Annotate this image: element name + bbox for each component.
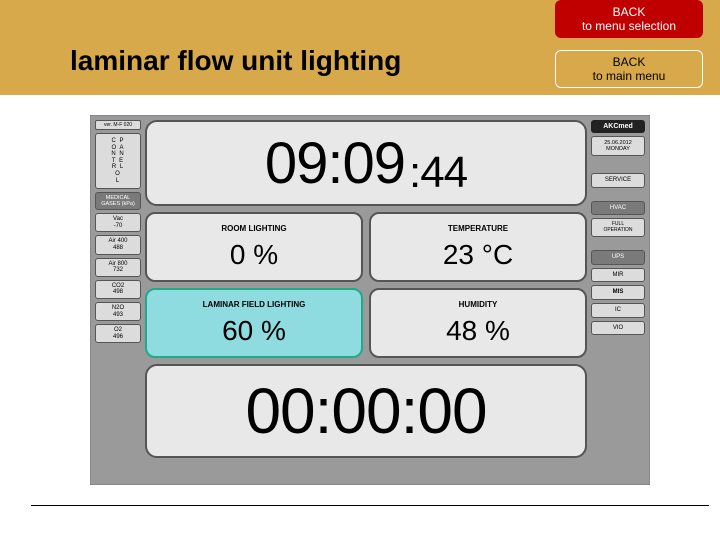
back-main-line1: BACK (556, 55, 702, 69)
room-lighting-title: ROOM LIGHTING (221, 224, 286, 233)
room-lighting-card[interactable]: ROOM LIGHTING 0 % (145, 212, 363, 282)
ups-label: UPS (591, 250, 645, 265)
room-lighting-value: 0 % (230, 239, 278, 271)
timer-value: 00:00:00 (245, 374, 486, 448)
laminar-lighting-value: 60 % (222, 315, 286, 347)
humidity-value: 48 % (446, 315, 510, 347)
page-title: laminar flow unit lighting (70, 45, 401, 76)
gases-header: MEDICAL GASES (kPa) (95, 192, 141, 210)
full-operation-button[interactable]: FULL OPERATION (591, 218, 645, 237)
mir-button[interactable]: MIR (591, 268, 645, 283)
left-column: ver. M-F 020 C P O A N N T E R L O L MED… (95, 120, 141, 346)
version-label: ver. M-F 020 (95, 120, 141, 130)
gas-vac[interactable]: Vac -70 (95, 213, 141, 232)
title-wrap: laminar flow unit lighting (70, 45, 401, 77)
temperature-value: 23 °C (443, 239, 513, 271)
date-display: 25.06.2012 MONDAY (591, 136, 645, 156)
center-area: 09:09 :44 ROOM LIGHTING 0 % TEMPERATURE … (145, 120, 587, 480)
service-button[interactable]: SERVICE (591, 173, 645, 188)
ic-button[interactable]: IC (591, 303, 645, 318)
back-main-line2: to main menu (556, 69, 702, 83)
timer-display: 00:00:00 (145, 364, 587, 458)
humidity-card[interactable]: HUMIDITY 48 % (369, 288, 587, 358)
clock-sec: :44 (409, 148, 467, 204)
back-sel-line1: BACK (555, 5, 703, 19)
gas-co2[interactable]: CO2 498 (95, 280, 141, 299)
gas-n2o[interactable]: N2O 493 (95, 302, 141, 321)
temperature-card[interactable]: TEMPERATURE 23 °C (369, 212, 587, 282)
gas-o2[interactable]: O2 496 (95, 324, 141, 343)
control-panel-screenshot: ver. M-F 020 C P O A N N T E R L O L MED… (90, 115, 650, 485)
back-to-main-button[interactable]: BACK to main menu (555, 50, 703, 88)
hvac-label: HVAC (591, 201, 645, 216)
gas-air800[interactable]: Air 800 732 (95, 258, 141, 277)
logo: AKCmed (591, 120, 645, 133)
vio-button[interactable]: VIO (591, 321, 645, 336)
back-sel-line2: to menu selection (555, 19, 703, 33)
laminar-lighting-card[interactable]: LAMINAR FIELD LIGHTING 60 % (145, 288, 363, 358)
control-panel-label: C P O A N N T E R L O L (95, 133, 141, 189)
humidity-title: HUMIDITY (459, 300, 498, 309)
clock-hm: 09:09 (265, 130, 405, 197)
clock-display: 09:09 :44 (145, 120, 587, 206)
laminar-lighting-title: LAMINAR FIELD LIGHTING (203, 300, 306, 309)
mis-button[interactable]: MIS (591, 285, 645, 300)
temperature-title: TEMPERATURE (448, 224, 508, 233)
back-to-selection-button[interactable]: BACK to menu selection (555, 0, 703, 38)
right-column: AKCmed 25.06.2012 MONDAY SERVICE HVAC FU… (591, 120, 645, 338)
gas-air400[interactable]: Air 400 488 (95, 235, 141, 254)
